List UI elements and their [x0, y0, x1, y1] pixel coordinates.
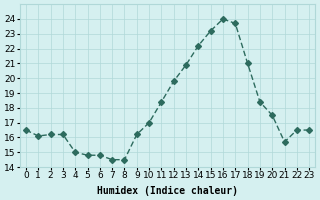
X-axis label: Humidex (Indice chaleur): Humidex (Indice chaleur): [97, 186, 238, 196]
